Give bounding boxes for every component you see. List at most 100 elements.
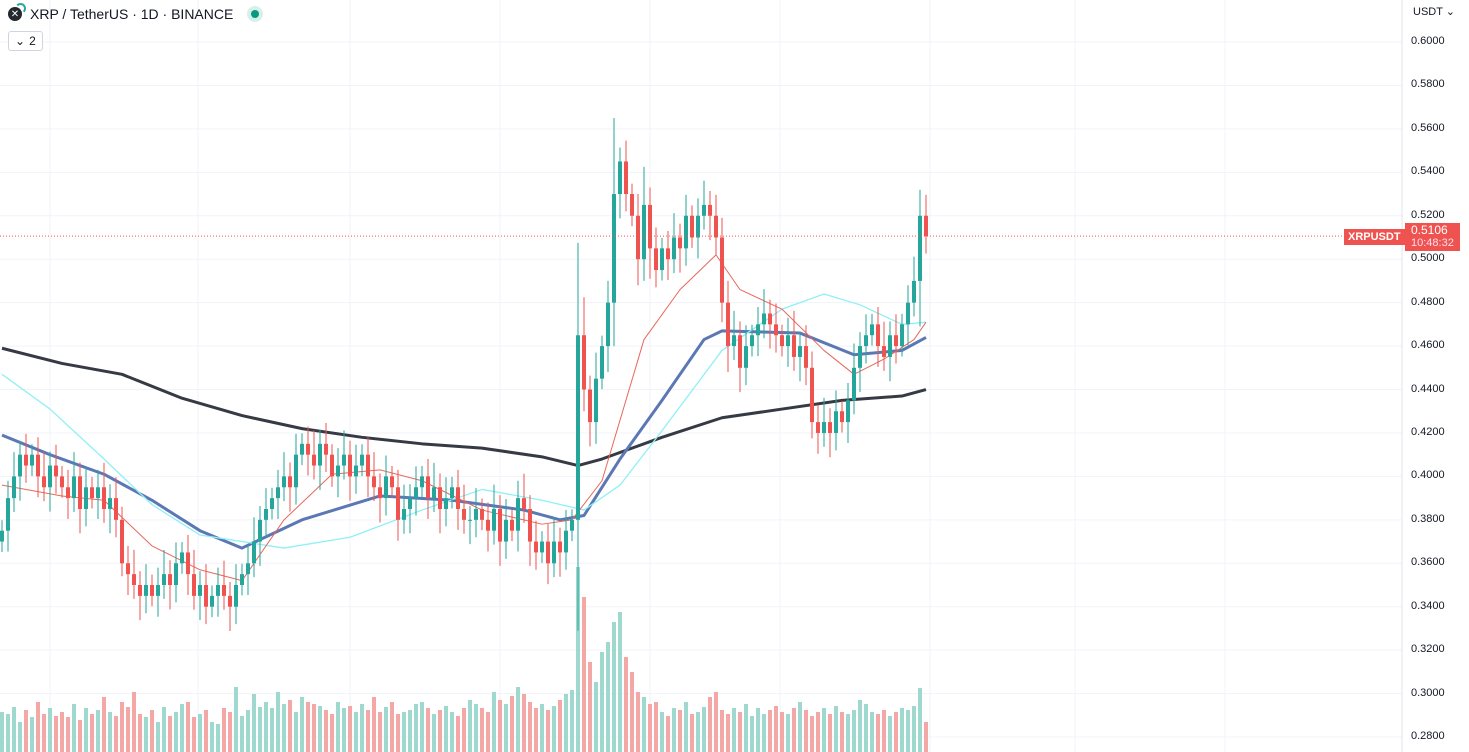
volume-bar [474, 704, 478, 752]
volume-bar [252, 694, 256, 752]
volume-bar [276, 692, 280, 752]
candle-body [402, 508, 406, 520]
candle-body [516, 498, 520, 531]
candle-body [42, 476, 46, 488]
volume-bar [288, 700, 292, 752]
volume-bar [180, 704, 184, 752]
volume-bar [672, 708, 676, 752]
volume-bar [420, 702, 424, 752]
indicator-count: 2 [29, 34, 36, 48]
currency-selector[interactable]: USDT ⌄ [1413, 6, 1456, 18]
candle-body [372, 476, 376, 488]
candle-body [546, 541, 550, 564]
volume-bar [522, 694, 526, 752]
volume-bar [900, 708, 904, 752]
candle-body [198, 585, 202, 596]
indicators-collapse-button[interactable]: ⌄ 2 [8, 31, 43, 51]
volume-bar [66, 717, 70, 752]
last-price: 0.5106 [1411, 223, 1448, 237]
candle-body [528, 508, 532, 542]
volume-bar [12, 707, 16, 752]
moving-average-line [1, 293, 927, 549]
price-tick-label: 0.2800 [1411, 730, 1445, 743]
candle-body [114, 498, 118, 520]
volume-bar [894, 712, 898, 752]
candle-body [672, 237, 676, 260]
candle-body [180, 552, 184, 564]
price-tick-label: 0.3400 [1411, 599, 1445, 612]
volume-bar [756, 708, 760, 752]
volume-bar [378, 712, 382, 752]
candle-body [252, 541, 256, 564]
volume-bar [396, 714, 400, 752]
volume-bar [918, 688, 922, 752]
candle-body [894, 335, 898, 347]
candle-body [510, 519, 514, 531]
volume-bar [558, 700, 562, 752]
candle-body [276, 487, 280, 499]
price-tick-label: 0.5600 [1411, 121, 1445, 134]
candle-body [396, 487, 400, 520]
candle-body [240, 574, 244, 585]
candle-body [624, 161, 628, 195]
volume-bar [726, 714, 730, 752]
volume-bar [408, 710, 412, 752]
xrp-logo-icon: ✕ [8, 3, 26, 21]
volume-bar [96, 710, 100, 752]
volume-bar [540, 704, 544, 752]
volume-bar [528, 702, 532, 752]
volume-bar [300, 697, 304, 752]
price-tick-label: 0.3800 [1411, 512, 1445, 525]
candle-body [420, 476, 424, 488]
candle-body [294, 454, 298, 488]
volume-bar [588, 662, 592, 752]
volume-bar [510, 696, 514, 752]
candle-body [312, 454, 316, 466]
candle-body [126, 563, 130, 575]
volume-bar [42, 714, 46, 752]
volume-bar [54, 716, 58, 752]
volume-bar [438, 710, 442, 752]
volume-bar [186, 702, 190, 752]
volume-bar [270, 708, 274, 752]
volume-bar [18, 722, 22, 752]
volume-bar [198, 714, 202, 752]
volume-bar [744, 704, 748, 752]
candle-body [330, 454, 334, 477]
bar-countdown: 10:48:32 [1411, 237, 1454, 249]
volume-bar [684, 702, 688, 752]
candle-body [612, 194, 616, 303]
volume-bar [294, 712, 298, 752]
candle-body [210, 595, 214, 607]
volume-bar [816, 712, 820, 752]
volume-bar [504, 704, 508, 752]
volume-bar [150, 710, 154, 752]
volume-bar [348, 706, 352, 752]
volume-bar [702, 707, 706, 752]
candle-body [282, 476, 286, 488]
candle-body [858, 346, 862, 368]
candle-body [246, 563, 250, 575]
volume-bar [426, 708, 430, 752]
candle-body [96, 487, 100, 499]
symbol-header[interactable]: ✕ XRP / TetherUS · 1D · BINANCE [8, 3, 260, 22]
volume-bar [30, 717, 34, 752]
volume-bar [144, 717, 148, 752]
price-tick-label: 0.3600 [1411, 556, 1445, 569]
candle-body [846, 400, 850, 423]
candle-body [408, 498, 412, 509]
price-tick-label: 0.3000 [1411, 686, 1445, 699]
candle-body [810, 367, 814, 423]
price-tick-label: 0.6000 [1411, 35, 1445, 47]
candle-body [534, 541, 538, 553]
candle-body [174, 563, 178, 585]
candle-body [156, 585, 160, 596]
volume-bar [750, 716, 754, 752]
volume-bar [624, 657, 628, 752]
candle-body [720, 237, 724, 303]
candle-body [588, 389, 592, 423]
moving-average-line [1, 346, 927, 468]
candle-body [522, 498, 526, 509]
volume-bar [48, 708, 52, 752]
